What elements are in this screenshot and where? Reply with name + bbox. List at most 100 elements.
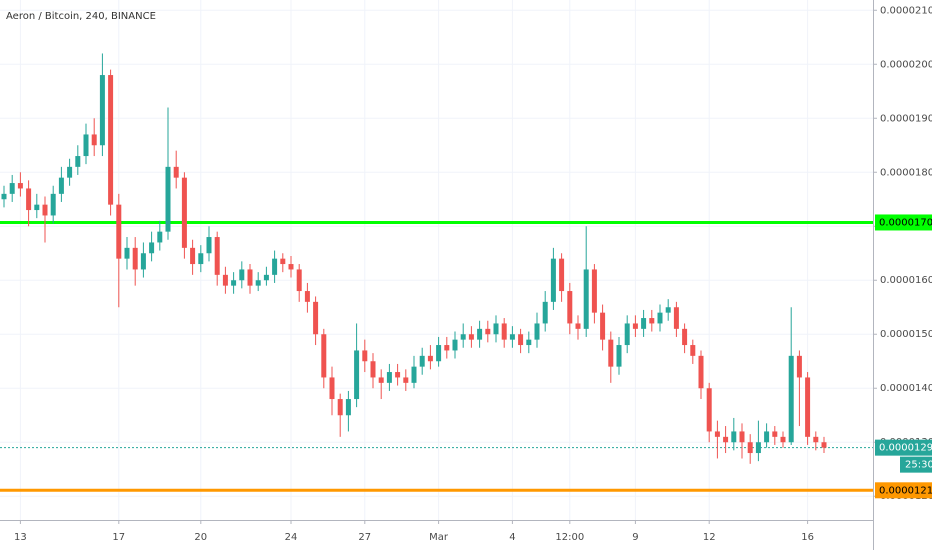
candle-body — [821, 442, 827, 448]
candle-body — [575, 323, 581, 329]
candle-body — [805, 377, 811, 437]
candle-body — [583, 269, 589, 329]
candle-body — [214, 237, 220, 275]
candle-body — [165, 166, 171, 232]
candle-body — [747, 442, 753, 454]
candle-body — [1, 193, 7, 200]
candle-body — [42, 204, 48, 216]
candle-body — [313, 301, 319, 335]
candle-body — [591, 269, 597, 313]
x-tick-label: 12 — [703, 532, 716, 543]
candle-body — [493, 323, 499, 335]
level-label-box — [875, 214, 932, 231]
candle-body — [337, 399, 343, 416]
candle-body — [427, 355, 433, 362]
candle-body — [600, 312, 606, 340]
candle-body — [550, 258, 556, 302]
candle-body — [173, 166, 179, 178]
x-tick-label: 20 — [194, 532, 207, 543]
candle-body — [116, 204, 122, 259]
candle-body — [231, 280, 237, 286]
candle-body — [362, 350, 368, 362]
x-tick-label: 17 — [112, 532, 125, 543]
candle-body — [132, 247, 138, 270]
candle-body — [567, 291, 573, 324]
candle-body — [690, 345, 696, 356]
candle-body — [542, 301, 548, 324]
candle-body — [714, 431, 720, 437]
candle-body — [559, 258, 565, 292]
x-tick-label: 24 — [285, 532, 298, 543]
candle-body — [190, 247, 196, 265]
candle-body — [739, 431, 745, 443]
candle-body — [419, 355, 425, 367]
candle-body — [468, 334, 474, 340]
candle-body — [149, 242, 155, 254]
candle-body — [255, 280, 261, 286]
candle-body — [452, 339, 458, 351]
candle-body — [641, 318, 647, 329]
candle-body — [780, 436, 786, 443]
candle-body — [50, 193, 56, 216]
candle-body — [321, 334, 327, 378]
candle-body — [616, 345, 622, 367]
candle-body — [608, 339, 614, 367]
level-label: 0.00001707 — [879, 217, 932, 228]
candle-body — [9, 183, 15, 194]
candle-body — [673, 307, 679, 329]
candle-body — [444, 345, 450, 351]
candle-body — [731, 431, 737, 443]
candle-body — [124, 247, 130, 259]
candle-body — [436, 345, 442, 362]
candle-body — [460, 334, 466, 340]
candle-body — [706, 388, 712, 432]
candle-body — [698, 355, 704, 389]
candle-body — [395, 372, 401, 378]
x-tick-label: Mar — [429, 532, 449, 543]
candle-body — [509, 334, 515, 340]
candle-body — [665, 307, 671, 313]
candle-body — [206, 237, 212, 254]
candle-body — [83, 134, 89, 157]
candle-body — [222, 274, 228, 286]
candle-body — [288, 264, 294, 270]
candle-body — [477, 328, 483, 340]
candle-body — [296, 269, 302, 292]
candle-body — [26, 188, 32, 211]
level-label-box — [875, 482, 932, 499]
candle-body — [386, 372, 392, 383]
candle-body — [75, 156, 81, 167]
candle-body — [764, 431, 770, 443]
candle-body — [632, 323, 638, 329]
candle-body — [501, 323, 507, 340]
candle-body — [518, 334, 524, 346]
candle-body — [813, 436, 819, 443]
candle-body — [345, 399, 351, 416]
candle-body — [657, 312, 663, 324]
candle-body — [157, 231, 163, 243]
candle-body — [304, 291, 310, 302]
x-tick-label: 9 — [632, 532, 638, 543]
chart-title: Aeron / Bitcoin, 240, BINANCE — [6, 11, 156, 22]
candle-body — [796, 355, 802, 378]
candle-body — [723, 436, 729, 443]
candle-body — [649, 318, 655, 324]
candle-body — [534, 323, 540, 340]
candle-body — [58, 177, 64, 194]
candle-body — [403, 377, 409, 383]
level-label: 0.00001211 — [879, 485, 932, 496]
countdown-label: 25:30 — [905, 460, 932, 471]
candle-body — [624, 323, 630, 346]
candle-body — [108, 75, 114, 205]
candle-body — [272, 258, 278, 275]
x-tick-label: 4 — [509, 532, 515, 543]
candle-body — [378, 377, 384, 383]
x-tick-label: 27 — [358, 532, 371, 543]
candle-body — [91, 134, 97, 146]
candle-body — [526, 339, 532, 346]
x-tick-label: 12:00 — [555, 532, 584, 543]
